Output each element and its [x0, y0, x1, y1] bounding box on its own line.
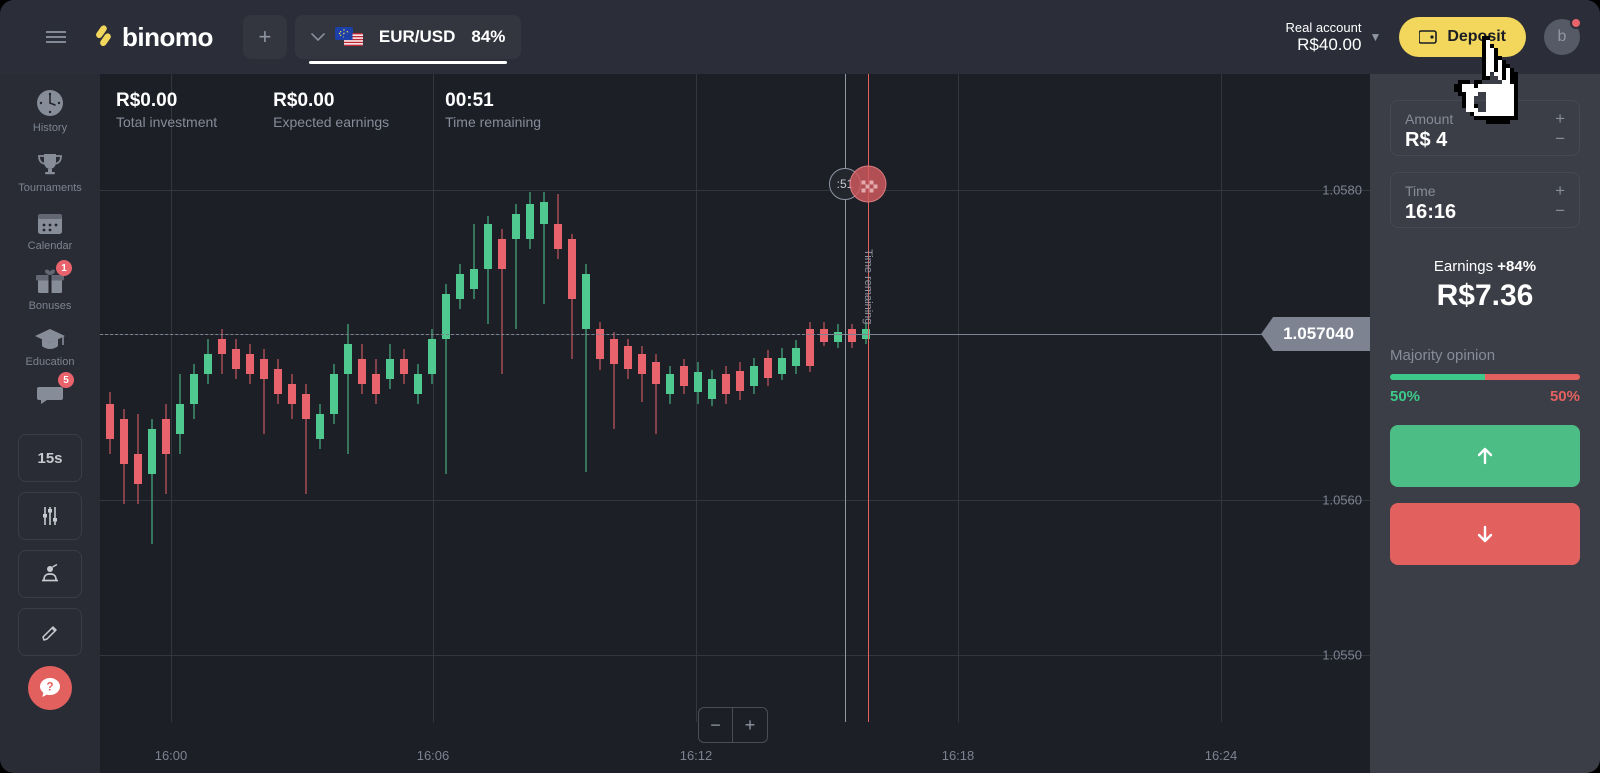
svg-text:?: ?	[46, 681, 53, 693]
